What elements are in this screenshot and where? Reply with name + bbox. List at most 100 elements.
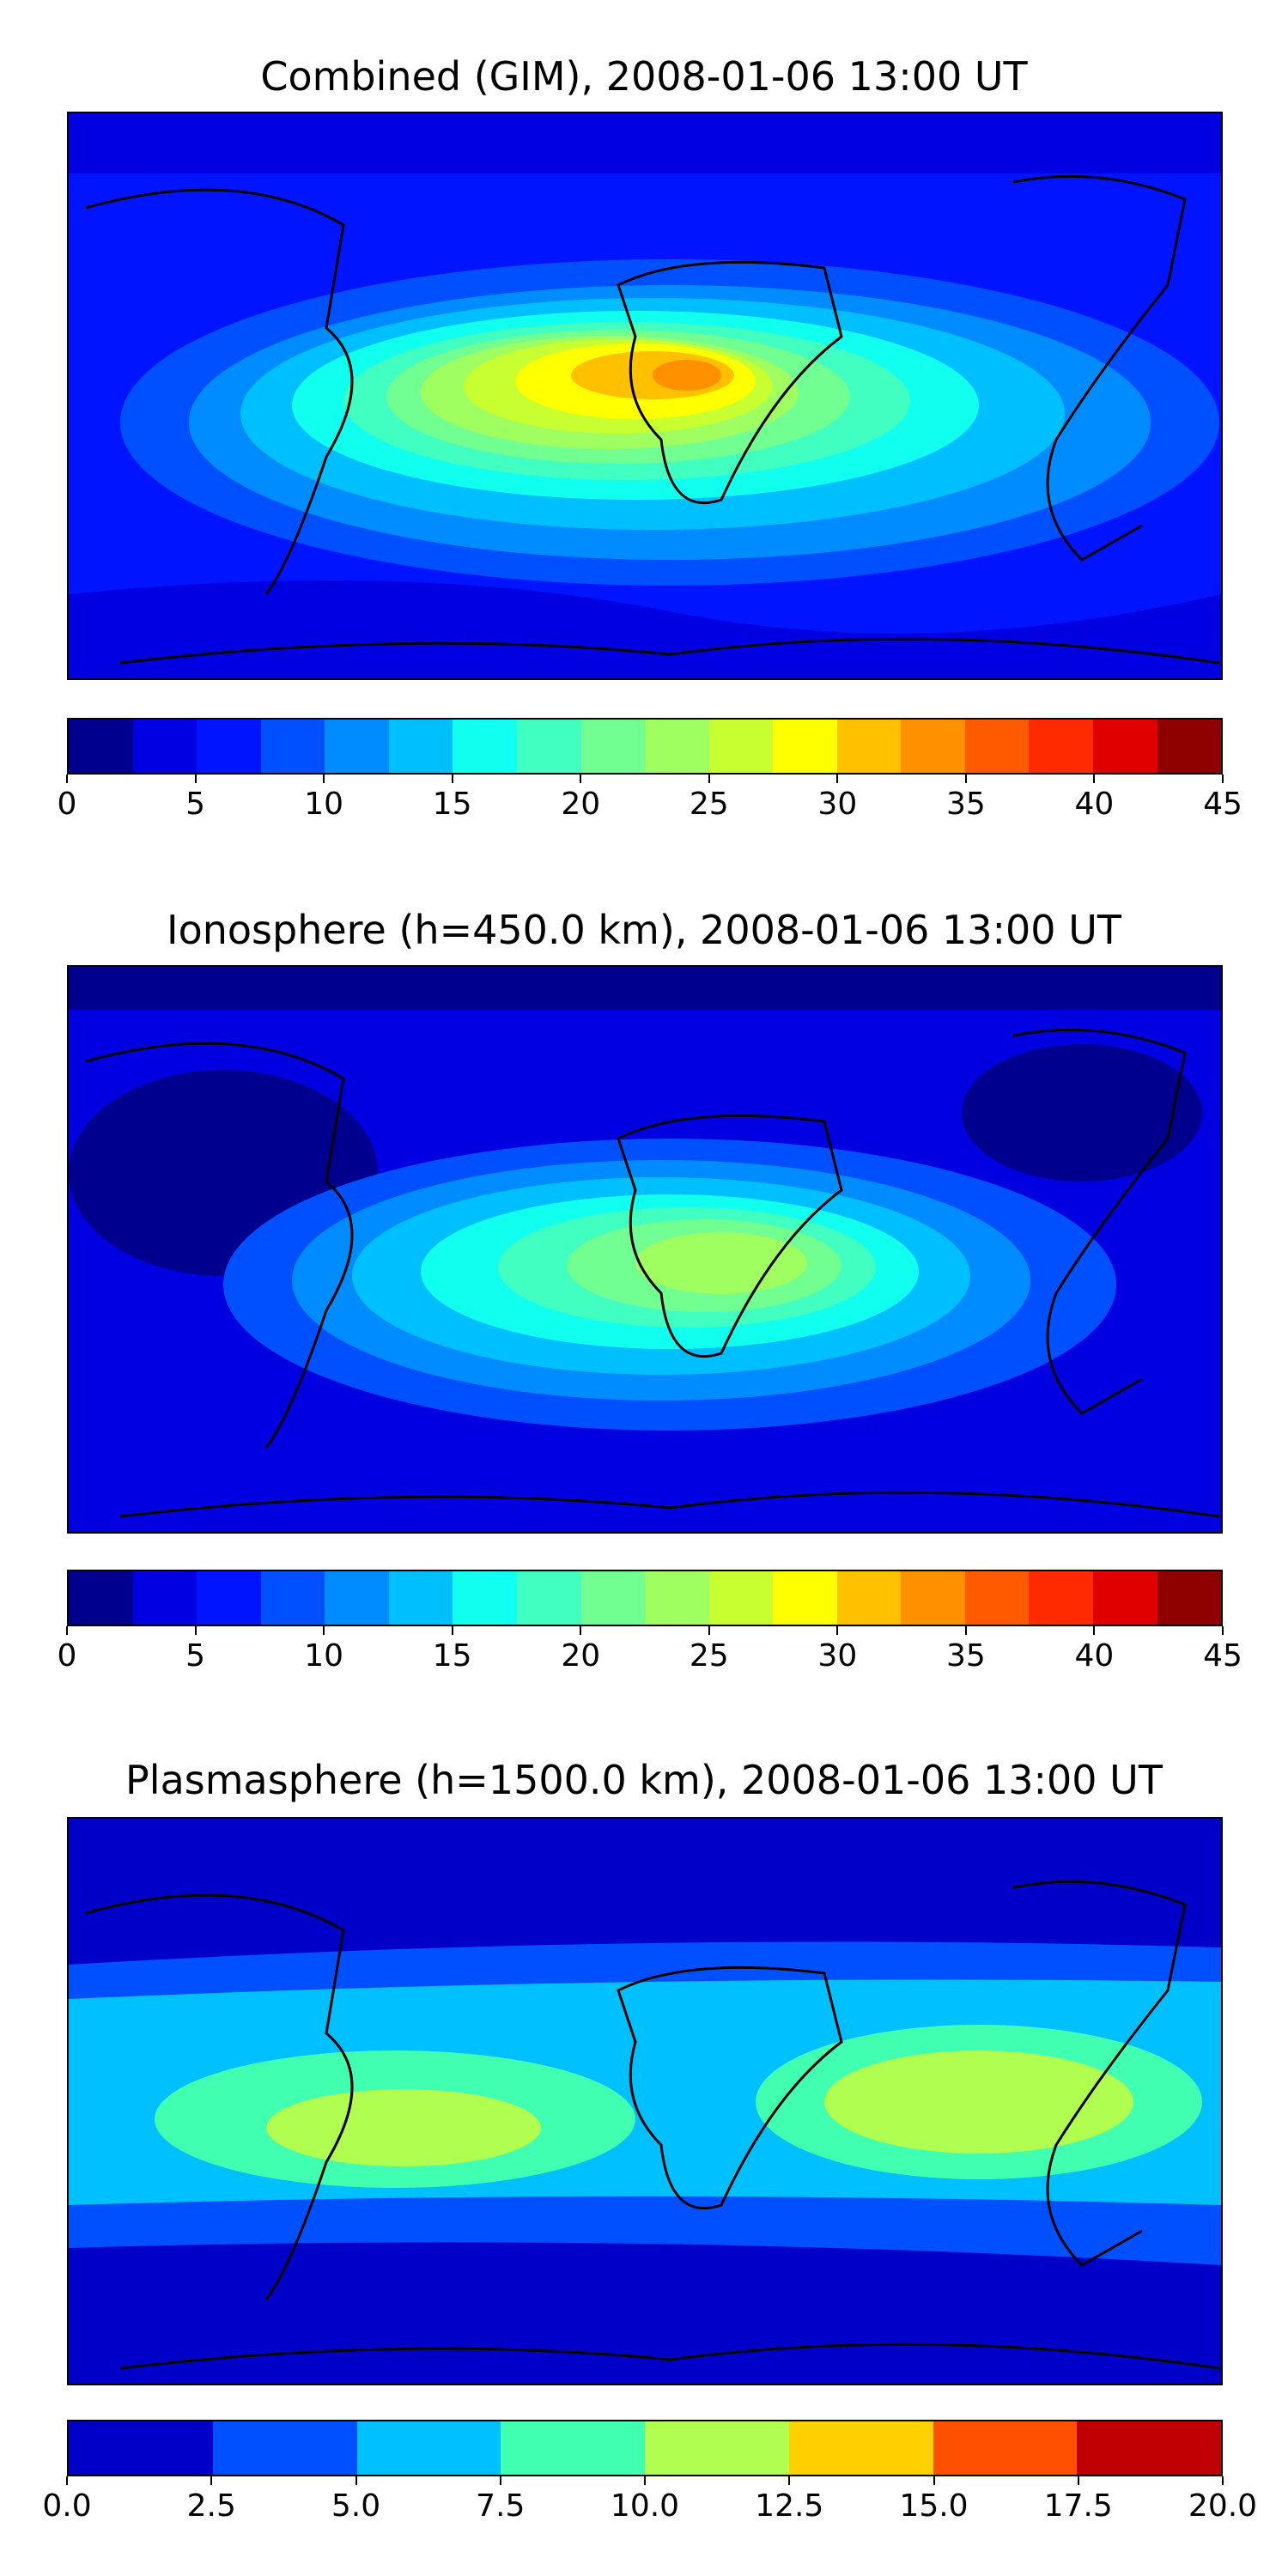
colorbar-segment <box>580 1571 646 1625</box>
colorbar-segment <box>645 2421 789 2475</box>
tick-mark <box>1222 775 1224 783</box>
colorbar-segment <box>788 2421 933 2475</box>
tick-mark <box>355 2476 357 2485</box>
tick-mark <box>451 1626 453 1635</box>
coastlines <box>85 174 1220 665</box>
tick-mark <box>580 775 582 783</box>
tick-label: 5 <box>185 1638 205 1674</box>
tick-mark <box>836 775 839 783</box>
colorbar-segment <box>901 1571 965 1625</box>
colorbar-segment <box>1093 720 1157 773</box>
colorbar-segment <box>516 1571 581 1625</box>
contour-10-americas <box>266 2089 541 2166</box>
colorbar-segment <box>1157 1571 1222 1625</box>
tick-label: 35 <box>945 787 986 822</box>
colorbar-segment <box>1093 1571 1157 1625</box>
tick-mark <box>964 1626 967 1635</box>
tick-label: 25 <box>689 787 729 822</box>
tick-mark <box>323 775 325 783</box>
tick-mark <box>1093 1626 1096 1635</box>
tick-mark <box>499 2476 501 2485</box>
coastlines <box>85 1028 1220 1518</box>
contour-10-asia <box>824 2050 1133 2154</box>
colorbar-segment <box>580 720 646 773</box>
colorbar-segment <box>964 1571 1030 1625</box>
tick-mark <box>1093 775 1096 783</box>
coastlines <box>85 1880 1220 2370</box>
colorbar-segment <box>132 720 197 773</box>
tick-label: 0.0 <box>42 2488 92 2524</box>
field-polar-north <box>69 113 1221 173</box>
colorbar-ionosphere <box>67 1570 1223 1626</box>
heatmap-combined <box>69 113 1221 678</box>
tick-mark <box>836 1626 839 1635</box>
colorbar-segment <box>501 2421 645 2475</box>
colorbar-segment <box>708 1571 774 1625</box>
tick-mark <box>708 775 710 783</box>
tick-label: 7.5 <box>476 2488 526 2524</box>
tick-mark <box>66 775 68 783</box>
colorbar-segment <box>453 1571 517 1625</box>
tick-label: 10.0 <box>610 2488 680 2524</box>
tick-mark <box>323 1626 325 1635</box>
colorbar-segment <box>260 1571 325 1625</box>
colorbar-segment <box>69 1571 133 1625</box>
map-combined <box>67 112 1223 680</box>
colorbar-segment <box>325 1571 389 1625</box>
tick-label: 5 <box>185 787 205 822</box>
contour-35 <box>653 360 721 391</box>
panel-2-title: Ionosphere (h=450.0 km), 2008-01-06 13:0… <box>167 907 1121 953</box>
panel-1-title: Combined (GIM), 2008-01-06 13:00 UT <box>260 53 1028 100</box>
tick-label: 17.5 <box>1043 2488 1113 2524</box>
tick-mark <box>66 1626 68 1635</box>
tick-label: 35 <box>945 1638 986 1674</box>
tick-label: 0 <box>57 787 77 822</box>
tick-label: 25 <box>689 1638 729 1674</box>
colorbar-segment <box>516 720 581 773</box>
tick-mark <box>1222 1626 1224 1635</box>
colorbar-segment <box>1077 2421 1221 2475</box>
tick-label: 10 <box>304 787 344 822</box>
panel-3-title: Plasmasphere (h=1500.0 km), 2008-01-06 1… <box>125 1757 1163 1803</box>
tick-mark <box>580 1626 582 1635</box>
colorbar-plasmasphere <box>67 2420 1223 2476</box>
field-polar-north <box>69 967 1221 1010</box>
colorbar-segment <box>356 2421 501 2475</box>
heatmap-plasmasphere <box>69 1819 1221 2384</box>
colorbar-segment <box>836 1571 902 1625</box>
tick-label: 0 <box>57 1638 77 1674</box>
colorbar-segment <box>836 720 902 773</box>
map-plasmasphere <box>67 1817 1223 2385</box>
tick-mark <box>1222 2476 1224 2485</box>
colorbar-segment <box>1029 720 1093 773</box>
tick-label: 15.0 <box>899 2488 969 2524</box>
tick-label: 20 <box>561 787 601 822</box>
tick-mark <box>194 1626 197 1635</box>
colorbar-segment <box>197 1571 261 1625</box>
colorbar-segment <box>708 720 774 773</box>
tick-mark <box>964 775 967 783</box>
tick-label: 15 <box>432 1638 472 1674</box>
map-ionosphere <box>67 965 1223 1534</box>
colorbar-segment <box>197 720 261 773</box>
tick-label: 20 <box>561 1638 601 1674</box>
tick-label: 5.0 <box>331 2488 381 2524</box>
colorbar-segment <box>212 2421 357 2475</box>
tick-mark <box>451 775 453 783</box>
field-night-asia <box>962 1044 1202 1182</box>
tick-label: 30 <box>817 787 858 822</box>
colorbar-ticks-plasmasphere: 0.0 2.5 5.0 7.5 10.0 12.5 15.0 17.5 20.0 <box>42 2476 1257 2528</box>
colorbar-ticks-ionosphere: 0 5 10 15 20 25 30 35 40 45 <box>58 1626 1242 1678</box>
tick-mark <box>644 2476 646 2485</box>
tick-label: 10 <box>304 1638 344 1674</box>
heatmap-ionosphere <box>69 967 1221 1532</box>
tick-label: 40 <box>1074 787 1115 822</box>
tick-label: 45 <box>1203 1638 1242 1674</box>
tick-label: 40 <box>1074 1638 1115 1674</box>
colorbar-segment <box>260 720 325 773</box>
colorbar-segment <box>933 2421 1078 2475</box>
colorbar-segment <box>453 720 517 773</box>
colorbar-segment <box>132 1571 197 1625</box>
tick-label: 30 <box>817 1638 858 1674</box>
colorbar-segment <box>773 720 837 773</box>
